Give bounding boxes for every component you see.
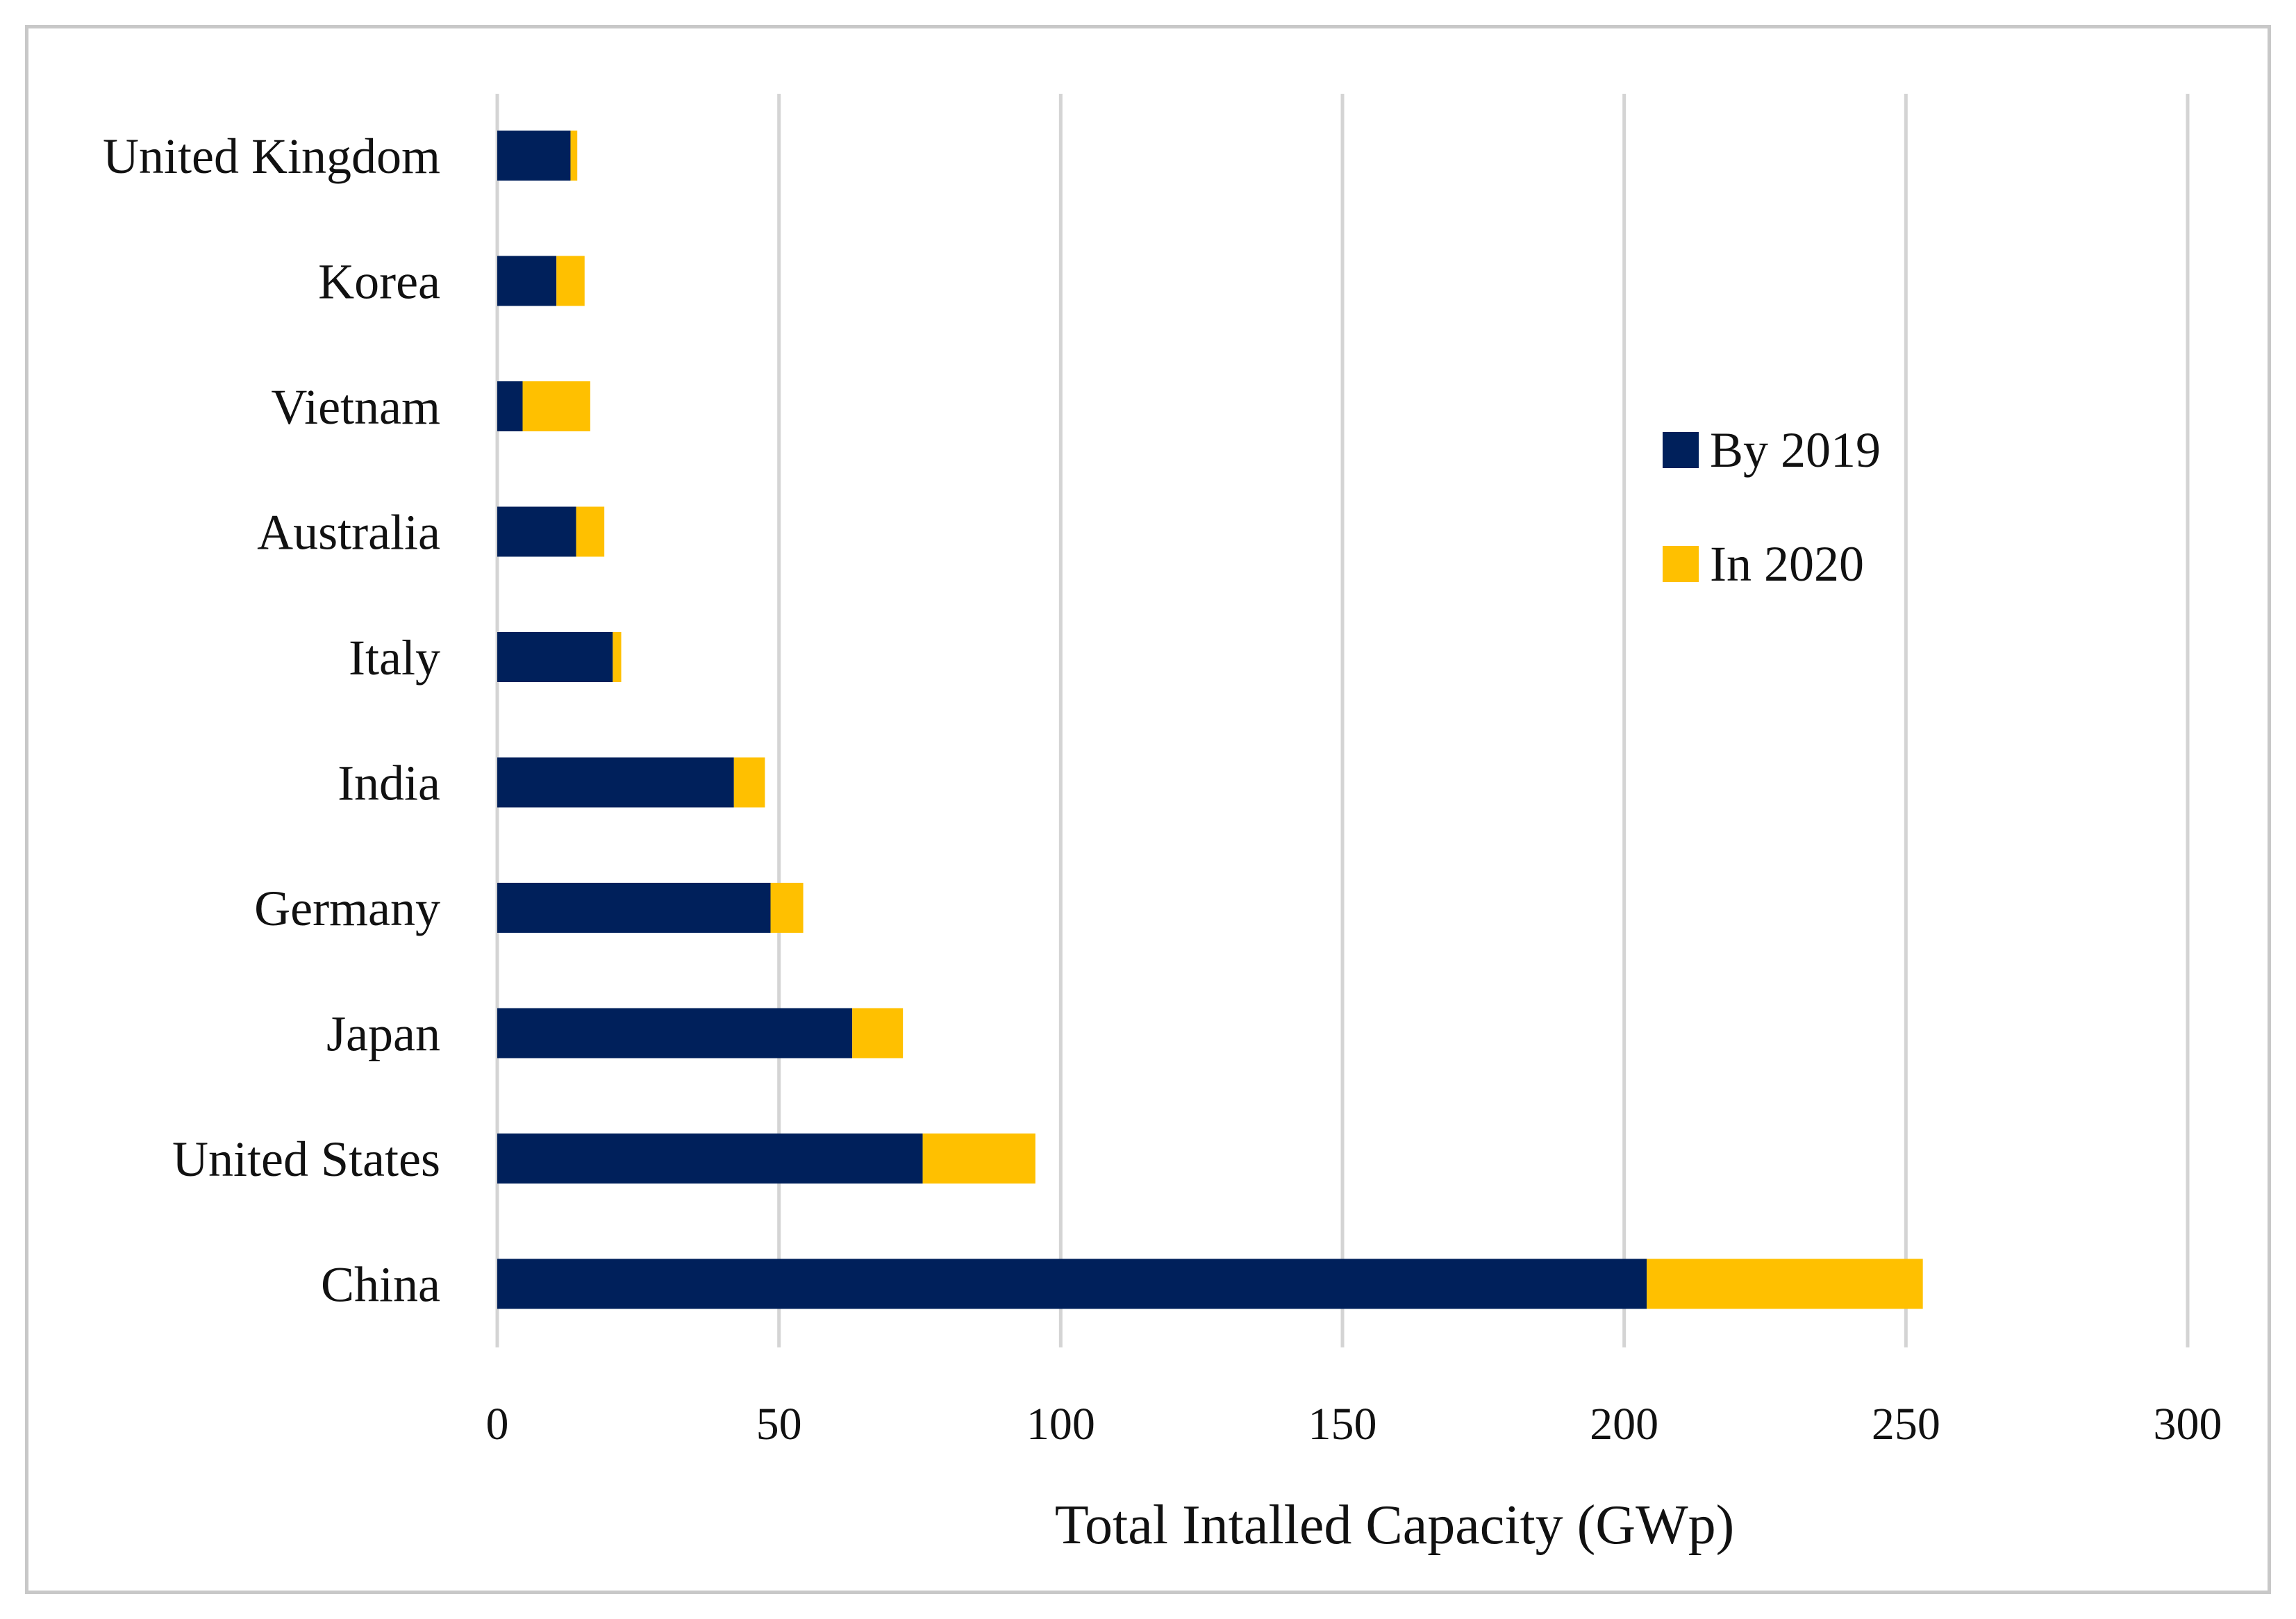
- bar-united-kingdom-in-2020: [570, 131, 578, 181]
- bar-united-kingdom-by-2019: [497, 131, 571, 181]
- category-label: Germany: [254, 881, 440, 936]
- bar-india-by-2019: [497, 757, 734, 808]
- x-tick-label: 100: [1026, 1399, 1095, 1450]
- x-tick-label: 250: [1872, 1399, 1940, 1450]
- bar-vietnam-in-2020: [522, 381, 590, 431]
- bar-japan-by-2019: [497, 1008, 853, 1058]
- x-tick-label: 300: [2154, 1399, 2222, 1450]
- bars: [497, 131, 1923, 1309]
- category-label: India: [338, 756, 440, 811]
- bar-italy-in-2020: [613, 632, 622, 682]
- category-label: United States: [172, 1131, 440, 1187]
- legend: By 2019 In 2020: [1663, 422, 1881, 592]
- x-tick-label: 0: [486, 1399, 509, 1450]
- x-tick-labels: 0 50 100 150 200 250 300: [486, 1399, 2222, 1450]
- category-label: China: [321, 1257, 440, 1313]
- bar-united-states-in-2020: [922, 1134, 1035, 1184]
- bar-australia-in-2020: [576, 506, 605, 557]
- legend-label: In 2020: [1710, 536, 1864, 592]
- category-label: Korea: [318, 254, 440, 310]
- category-label: Italy: [349, 630, 440, 686]
- category-labels: United Kingdom Korea Vietnam Australia Italy…: [103, 128, 440, 1313]
- x-tick-label: 150: [1308, 1399, 1377, 1450]
- x-tick-label: 50: [756, 1399, 802, 1450]
- category-label: United Kingdom: [103, 128, 440, 184]
- bar-germany-in-2020: [770, 883, 804, 933]
- x-tick-label: 200: [1590, 1399, 1658, 1450]
- bar-united-states-by-2019: [497, 1134, 923, 1184]
- bar-china-in-2020: [1647, 1259, 1923, 1309]
- x-axis-title: Total Intalled Capacity (GWp): [1055, 1495, 1734, 1556]
- legend-swatch-in-2020: [1663, 546, 1699, 582]
- bar-australia-by-2019: [497, 506, 576, 557]
- category-label: Vietnam: [271, 379, 440, 435]
- chart-frame: [25, 25, 2271, 1594]
- legend-swatch-by-2019: [1663, 432, 1699, 468]
- bar-vietnam-by-2019: [497, 381, 523, 431]
- bar-italy-by-2019: [497, 632, 613, 682]
- bar-korea-in-2020: [556, 256, 585, 306]
- bar-japan-in-2020: [852, 1008, 904, 1058]
- bar-china-by-2019: [497, 1259, 1647, 1309]
- legend-label: By 2019: [1710, 422, 1881, 478]
- category-label: Japan: [326, 1006, 440, 1062]
- bar-germany-by-2019: [497, 883, 771, 933]
- bar-korea-by-2019: [497, 256, 557, 306]
- bar-india-in-2020: [733, 757, 765, 808]
- category-label: Australia: [257, 505, 440, 561]
